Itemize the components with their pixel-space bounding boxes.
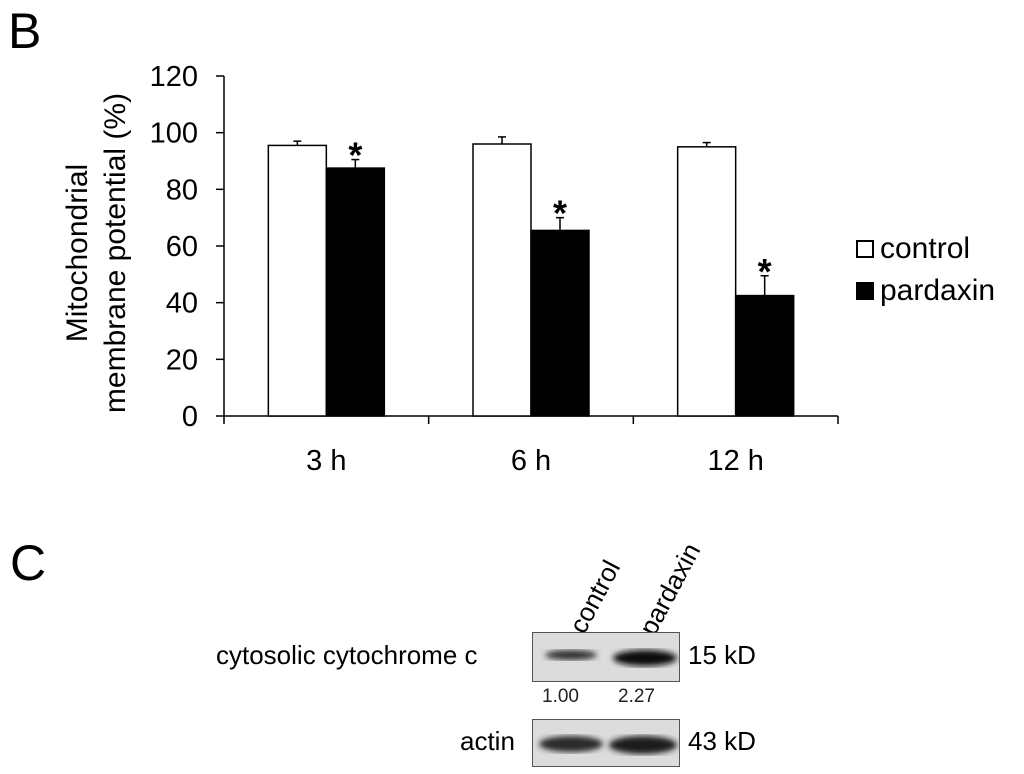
x-tick-label: 6 h <box>511 445 551 477</box>
legend-item-pardaxin: pardaxin <box>856 270 995 312</box>
bar-pardaxin-3h <box>325 167 386 417</box>
y-tick-label: 60 <box>166 231 198 263</box>
quant-pardaxin: 2.27 <box>618 686 655 707</box>
legend-label-pardaxin: pardaxin <box>880 274 996 307</box>
band-cytochrome-control <box>545 650 597 660</box>
y-axis-label-line-1: Mitochondrial <box>61 163 94 343</box>
quant-control: 1.00 <box>542 686 579 707</box>
blot-row-label-actin: actin <box>460 726 515 756</box>
blot-image-actin <box>532 719 680 767</box>
blot-row-label-cytochrome: cytosolic cytochrome c <box>216 640 478 670</box>
y-tick-label: 100 <box>150 118 198 150</box>
legend-label-control: control <box>880 232 971 265</box>
blot-bands-cytochrome <box>545 650 677 666</box>
blot-bands-actin <box>539 736 677 754</box>
legend-item-control: control <box>856 228 995 270</box>
significance-marker: * <box>553 193 567 234</box>
y-tick-label: 40 <box>166 288 198 320</box>
panel-b-label: B <box>8 3 42 59</box>
bar-chart: 0 20 40 60 80 100 120 3 h 6 h 12 h * * * <box>150 61 839 477</box>
y-tick-label: 80 <box>166 174 198 206</box>
band-actin-control <box>539 736 603 752</box>
panel-c-label: C <box>10 535 47 591</box>
significance-marker: * <box>758 251 772 292</box>
legend: control pardaxin <box>856 228 995 312</box>
band-actin-pardaxin <box>609 736 677 754</box>
y-tick-label: 0 <box>182 401 198 433</box>
blot-image-cytochrome <box>532 632 680 682</box>
legend-swatch-control <box>856 240 874 258</box>
lane-label-control: control <box>563 555 627 639</box>
bar-pardaxin-6h <box>530 229 590 417</box>
x-tick-label: 12 h <box>707 445 763 477</box>
bar-control-6h <box>472 143 532 417</box>
x-tick-label: 3 h <box>306 445 346 477</box>
y-tick-label: 120 <box>150 61 198 93</box>
legend-swatch-pardaxin <box>856 282 874 300</box>
y-axis-label-line-2: membrane potential (%) <box>99 92 132 414</box>
bar-control-3h <box>267 144 328 417</box>
y-tick-label: 20 <box>166 344 198 376</box>
blot-size-actin: 43 kD <box>688 726 756 756</box>
bar-pardaxin-12h <box>734 294 795 417</box>
lane-label-pardaxin: pardaxin <box>633 537 707 641</box>
blot-size-cytochrome: 15 kD <box>688 640 756 670</box>
y-axis-label: Mitochondrial membrane potential (%) <box>52 48 142 458</box>
significance-marker: * <box>348 135 362 176</box>
band-cytochrome-pardaxin <box>613 650 677 666</box>
bar-control-12h <box>676 146 737 417</box>
